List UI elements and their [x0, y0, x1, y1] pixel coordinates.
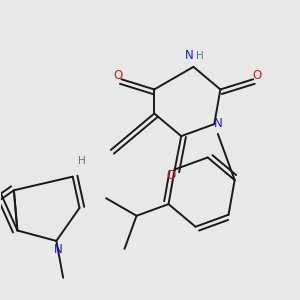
Text: N: N: [53, 243, 62, 256]
Text: O: O: [252, 69, 262, 82]
Text: O: O: [113, 69, 122, 82]
Text: H: H: [78, 156, 86, 166]
Text: O: O: [167, 169, 176, 182]
Text: N: N: [185, 49, 194, 62]
Text: H: H: [196, 51, 204, 61]
Text: N: N: [214, 117, 222, 130]
